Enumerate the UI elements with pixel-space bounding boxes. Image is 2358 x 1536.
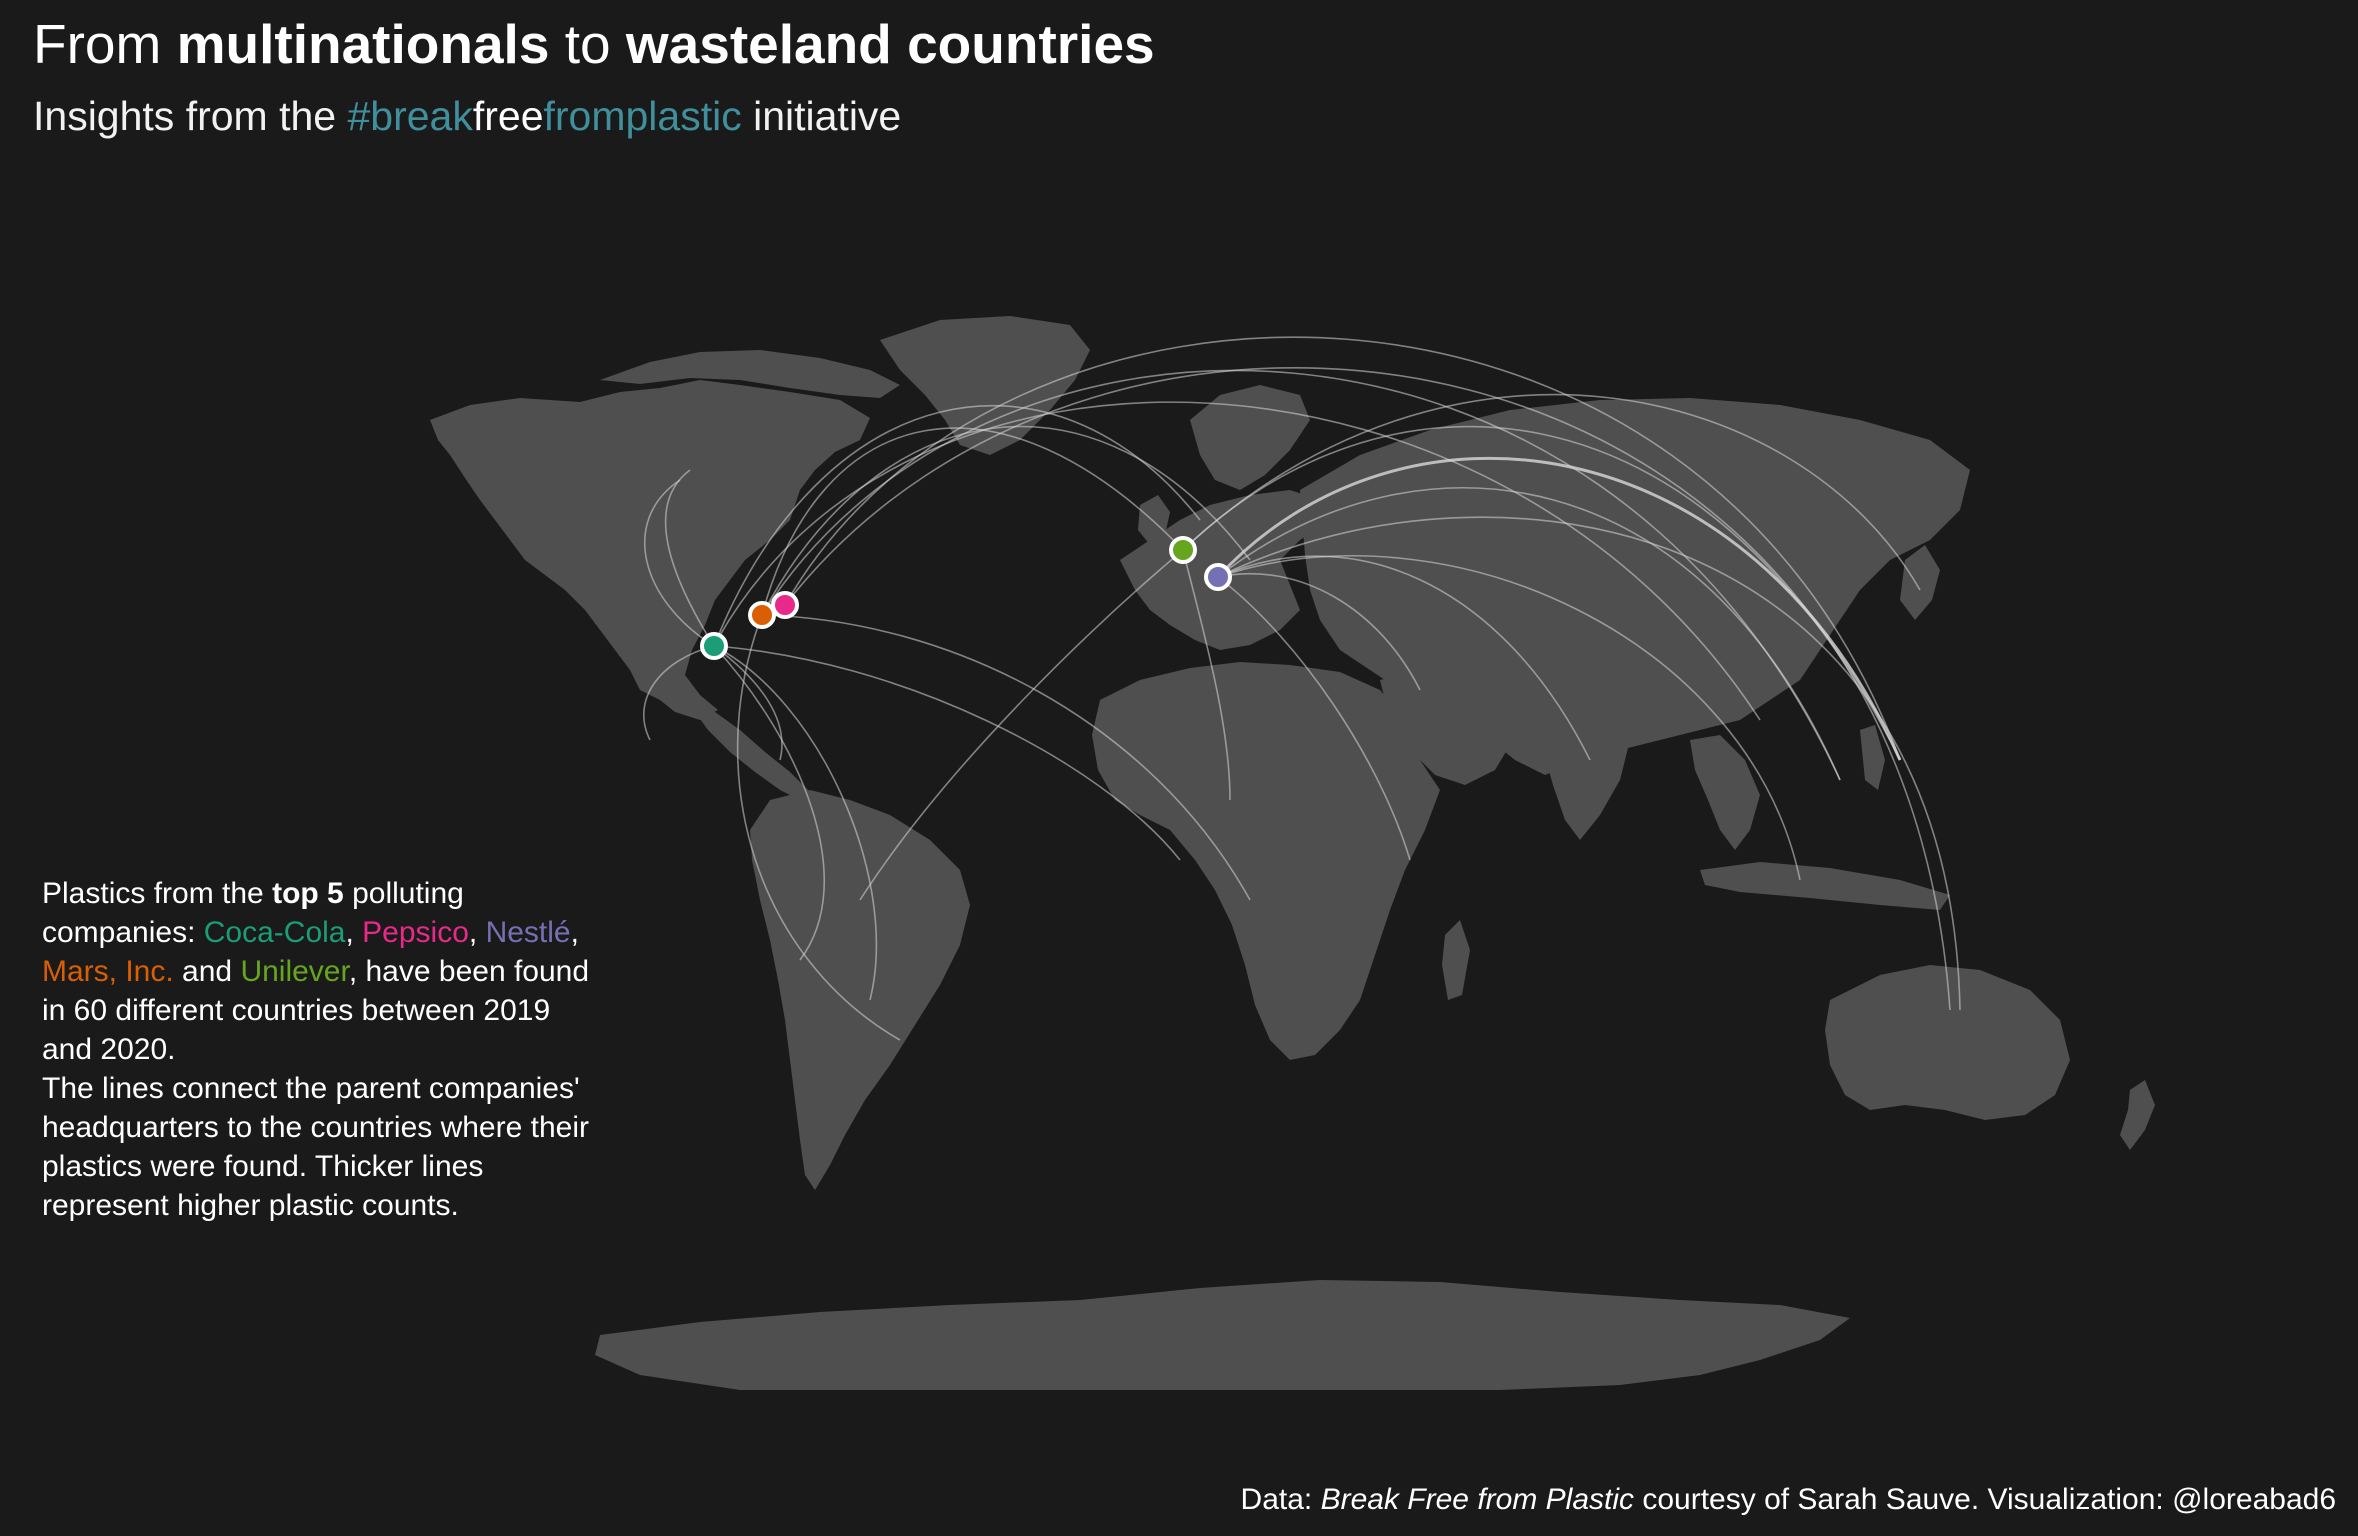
hq-pepsico-marker (771, 591, 799, 619)
title-text-2: to (549, 13, 626, 75)
land-south-america (750, 790, 970, 1190)
caption-suffix: courtesy of Sarah Sauve. Visualization: … (1634, 1483, 2336, 1516)
arc-eu-mideast (1217, 572, 1421, 691)
land-layer (430, 316, 2155, 1390)
arc-us-asia-2 (761, 369, 1841, 781)
connection-lines (643, 336, 1961, 1041)
hashtag-part-fromplastic: fromplastic (543, 93, 742, 139)
company-mars: Mars, Inc. (42, 955, 174, 988)
arc-us-africa-2 (713, 645, 1181, 861)
arc-eu-japan (1182, 393, 1921, 591)
arc-us-southamerica-1 (713, 645, 878, 1001)
company-nestle: Nestlé (485, 916, 571, 949)
land-antarctica (595, 1280, 1850, 1390)
land-japan (1900, 545, 1940, 620)
chart-title: From multinationals to wasteland countri… (33, 12, 1155, 76)
subtitle-prefix: Insights from the (33, 93, 348, 139)
land-north-america (430, 380, 870, 720)
annotation-sep2: , (468, 916, 486, 949)
annotation-p1: Plastics from the (42, 877, 273, 910)
land-arctic-canada (600, 350, 900, 398)
arc-eu-indonesia (1217, 555, 1801, 881)
hashtag-part-break: #break (347, 93, 473, 139)
land-africa (1092, 662, 1440, 1060)
annotation-p4: The lines connect the parent companies' … (42, 1072, 589, 1222)
land-asia (1300, 398, 1970, 775)
land-arabia (1380, 670, 1510, 785)
arc-eu-asia-3 (1182, 425, 1901, 761)
title-bold-wasteland: wasteland countries (625, 13, 1155, 75)
land-australia (1825, 965, 2070, 1120)
land-philippines (1860, 725, 1885, 790)
caption-prefix: Data: (1240, 1483, 1321, 1516)
arc-eu-india (1217, 555, 1591, 761)
land-central-america (690, 705, 810, 800)
arc-eu-africa-2 (1217, 576, 1411, 861)
company-pepsico: Pepsico (362, 916, 469, 949)
annotation-sep4: and (173, 955, 241, 988)
land-scandinavia (1190, 385, 1310, 490)
caption-source: Break Free from Plastic (1320, 1483, 1635, 1516)
arc-eu-southamerica (859, 549, 1184, 901)
chart-subtitle: Insights from the #breakfreefromplastic … (33, 90, 901, 142)
hashtag-part-free: free (472, 93, 544, 139)
arc-us-africa-1 (761, 614, 1251, 901)
land-southeast-asia (1690, 735, 1760, 850)
company-unilever: Unilever (240, 955, 349, 988)
arc-eu-us (761, 427, 1184, 616)
arc-eu-africa-1 (1182, 549, 1231, 801)
land-british-isles (1138, 495, 1170, 545)
arc-us-asia-1 (784, 336, 1901, 761)
headquarters-markers (700, 536, 1232, 660)
arc-us-caribbean (713, 645, 783, 761)
arc-us-europe-1 (713, 404, 1201, 647)
land-madagascar (1442, 920, 1470, 1000)
annotation-p3: , have been found in 60 different countr… (42, 955, 590, 1066)
annotation-sep3: , (570, 916, 579, 949)
title-text-1: From (33, 13, 177, 75)
arc-us-australia (784, 367, 1951, 1011)
arc-us-loop-1 (644, 479, 715, 647)
arc-us-asia-3 (713, 401, 1761, 721)
caption: Data: Break Free from Plastic courtesy o… (1241, 1480, 2336, 1520)
arc-us-southamerica-2 (713, 645, 825, 961)
arc-eu-australia (1217, 516, 1961, 1011)
land-greenland (880, 316, 1090, 455)
arc-us-loop-2 (736, 614, 901, 1041)
arc-us-europe-2 (761, 425, 1251, 616)
annotation-sep1: , (345, 916, 363, 949)
company-coca-cola: Coca-Cola (203, 916, 346, 949)
land-indonesia (1700, 862, 1950, 910)
hq-coca-cola-marker (700, 632, 728, 660)
arc-eu-asia-1 (1216, 456, 1902, 761)
annotation-p2: polluting companies: (42, 877, 464, 949)
hq-nestle-marker (1204, 563, 1232, 591)
arc-us-mexico (643, 645, 715, 741)
annotation-top5: top 5 (272, 877, 344, 910)
land-india (1540, 695, 1630, 840)
hq-mars-marker (748, 601, 776, 629)
hq-unilever-marker (1169, 536, 1197, 564)
title-bold-multinationals: multinationals (176, 13, 550, 75)
land-new-zealand (2120, 1080, 2155, 1150)
subtitle-suffix: initiative (741, 93, 902, 139)
arc-eu-asia-2 (1217, 487, 1841, 781)
annotation-text: Plastics from the top 5 polluting compan… (42, 874, 602, 1225)
